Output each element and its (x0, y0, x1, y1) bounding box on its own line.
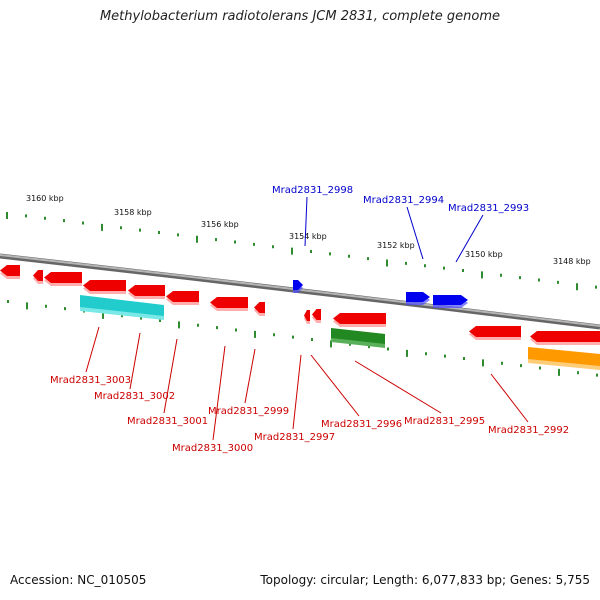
scale-label: 3154 kbp (289, 232, 327, 241)
label-leader-line (490, 373, 529, 423)
gene-label[interactable]: Mrad2831_2993 (448, 203, 529, 214)
gene-arrow-reverse[interactable] (530, 331, 600, 342)
feature-bar-orange[interactable] (528, 347, 600, 366)
scale-label: 3152 kbp (377, 241, 415, 250)
gene-arrow-reverse[interactable] (312, 309, 321, 320)
gene-label[interactable]: Mrad2831_3003 (50, 375, 131, 386)
gene-label[interactable]: Mrad2831_2999 (208, 406, 289, 417)
gene-arrow-reverse[interactable] (0, 265, 20, 276)
gene-arrow-reverse[interactable] (254, 302, 265, 313)
scale-label: 3148 kbp (553, 257, 591, 266)
feature-bar-cyan[interactable] (80, 295, 164, 316)
feature-bar-green[interactable] (331, 328, 385, 344)
gene-arrow-reverse[interactable] (304, 310, 310, 321)
label-leader-line (304, 196, 308, 247)
gene-label[interactable]: Mrad2831_2992 (488, 425, 569, 436)
gene-arrow-reverse[interactable] (128, 285, 165, 296)
gene-arrow-mrad2831-2993[interactable] (433, 295, 468, 305)
label-leader-line (244, 348, 256, 404)
gene-label[interactable]: Mrad2831_2996 (321, 419, 402, 430)
gene-arrow-reverse[interactable] (210, 297, 248, 308)
label-leader-line (406, 206, 424, 260)
label-leader-line (163, 338, 178, 414)
genome-title: Methylobacterium radiotolerans JCM 2831,… (99, 9, 501, 24)
label-leader-line (310, 354, 360, 417)
gene-label[interactable]: Mrad2831_3000 (172, 443, 253, 454)
gene-arrow-mrad2831-2998[interactable] (293, 280, 303, 290)
label-leader-line (354, 360, 442, 414)
gene-arrow-reverse[interactable] (33, 270, 43, 281)
scale-label: 3158 kbp (114, 208, 152, 217)
scale-label: 3150 kbp (465, 250, 503, 259)
accession-text: Accession: NC_010505 (10, 573, 147, 587)
gene-arrow-reverse[interactable] (469, 326, 521, 337)
gene-label[interactable]: Mrad2831_2994 (363, 195, 444, 206)
gene-arrow-reverse[interactable] (166, 291, 199, 302)
scale-label: 3156 kbp (201, 220, 239, 229)
gene-label[interactable]: Mrad2831_2998 (272, 185, 353, 196)
label-leader-line (455, 214, 484, 263)
gene-label[interactable]: Mrad2831_2995 (404, 416, 485, 427)
label-leader-line (85, 326, 100, 373)
gene-arrow-reverse[interactable] (333, 313, 386, 324)
scale-label: 3160 kbp (26, 194, 64, 203)
gene-arrow-reverse[interactable] (44, 272, 82, 283)
label-leader-line (212, 345, 226, 441)
gene-label[interactable]: Mrad2831_3001 (127, 416, 208, 427)
label-leader-line (129, 332, 141, 390)
gene-label[interactable]: Mrad2831_2997 (254, 432, 335, 443)
gene-label[interactable]: Mrad2831_3002 (94, 391, 175, 402)
gene-arrow-mrad2831-2994[interactable] (406, 292, 430, 302)
label-leader-line (292, 354, 302, 430)
genome-summary-text: Topology: circular; Length: 6,077,833 bp… (260, 573, 590, 587)
gene-arrow-reverse[interactable] (83, 280, 126, 291)
